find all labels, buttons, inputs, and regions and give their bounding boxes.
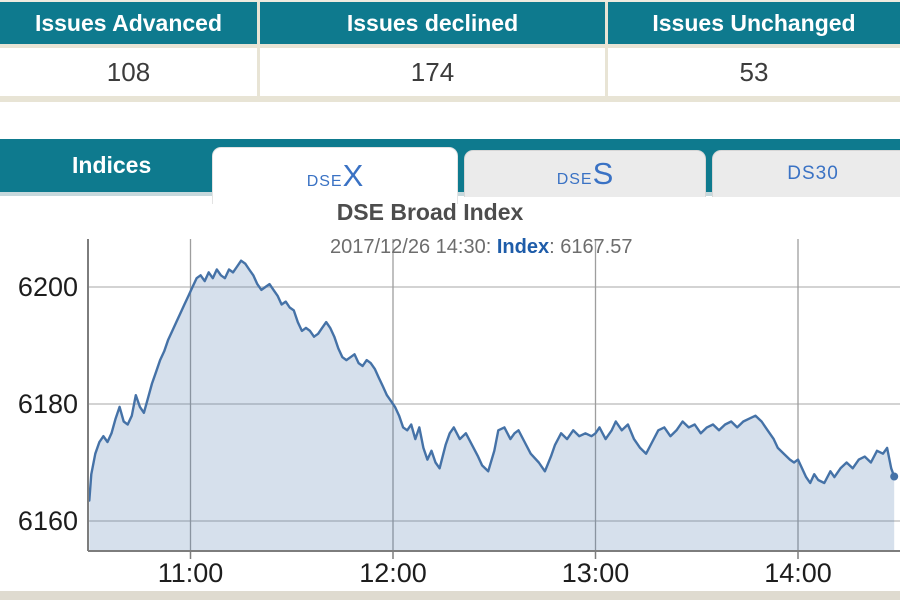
- value-cell-issues-declined: 174: [260, 48, 605, 96]
- y-axis-label: 6180: [18, 389, 78, 419]
- chart-subtitle-datetime: 2017/12/26 14:30:: [330, 236, 492, 258]
- last-point-marker: [890, 472, 899, 481]
- chart-subtitle-value: : 6167.57: [549, 236, 633, 258]
- index-area-chart-canvas[interactable]: 6200 6180 6160 11:00 12:00 13:00 14:00: [0, 230, 900, 600]
- series-area-fill: [89, 260, 895, 551]
- tab-dses-label-suffix: S: [592, 156, 614, 191]
- tab-ds30-label: DS30: [787, 163, 839, 184]
- chart-subtitle-series-label: Index: [496, 236, 550, 258]
- value-cell-issues-unchanged: 53: [608, 48, 900, 96]
- x-axis-label: 11:00: [158, 558, 224, 588]
- indices-title-label: Indices: [72, 152, 152, 178]
- header-cell-issues-declined: Issues declined: [260, 2, 605, 44]
- x-axis-label: 12:00: [359, 558, 427, 588]
- header-cell-issues-advanced: Issues Advanced: [0, 2, 257, 44]
- value-cell-issues-advanced: 108: [0, 48, 257, 96]
- x-axis-label: 14:00: [764, 558, 832, 588]
- tab-ds30[interactable]: DS30: [712, 150, 900, 197]
- header-cell-issues-unchanged: Issues Unchanged: [608, 2, 900, 44]
- issues-summary-table: Issues Advanced Issues declined Issues U…: [0, 0, 900, 102]
- tab-dsex[interactable]: DSE X: [212, 147, 458, 204]
- series-line: [88, 259, 896, 502]
- y-axis-label: 6160: [18, 506, 78, 536]
- bottom-border-strip: [0, 591, 900, 600]
- tab-dses-label-prefix: DSE: [556, 171, 593, 188]
- tab-dsex-label-suffix: X: [342, 158, 364, 193]
- chart-title: DSE Broad Index: [336, 199, 524, 225]
- chart-subtitle: 2017/12/26 14:30: Index: 6167.57: [330, 236, 633, 259]
- y-axis-label: 6200: [18, 272, 78, 302]
- tab-dsex-label-prefix: DSE: [306, 173, 343, 190]
- x-axis-label: 13:00: [562, 558, 630, 588]
- tab-dses[interactable]: DSE S: [464, 150, 706, 197]
